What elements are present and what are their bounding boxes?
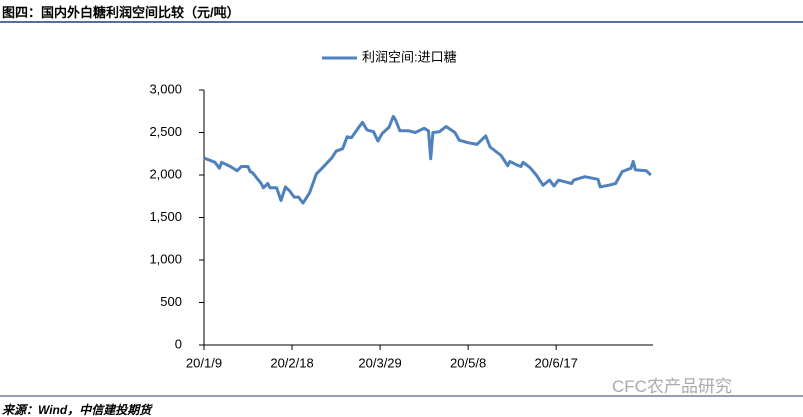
y-tick-label: 2,000 [149, 166, 182, 181]
y-tick-label: 0 [175, 336, 182, 351]
y-tick-label: 1,000 [149, 251, 182, 266]
y-tick-label: 2,500 [149, 124, 182, 139]
x-tick-label: 20/5/8 [450, 355, 486, 370]
source-note: 来源：Wind，中信建投期货 [2, 403, 152, 417]
y-tick-label: 3,000 [149, 81, 182, 96]
legend-label: 利润空间:进口糖 [362, 49, 457, 64]
x-tick-label: 20/2/18 [270, 355, 313, 370]
x-tick-label: 20/1/9 [186, 355, 222, 370]
watermark: CFC农产品研究 [612, 377, 732, 396]
y-tick-label: 1,500 [149, 209, 182, 224]
data-line [203, 114, 652, 205]
x-tick-label: 20/6/17 [534, 355, 577, 370]
figure-title: 图四：国内外白糖利润空间比较（元/吨） [2, 5, 240, 20]
x-tick-label: 20/3/29 [358, 355, 401, 370]
y-tick-label: 500 [160, 294, 182, 309]
